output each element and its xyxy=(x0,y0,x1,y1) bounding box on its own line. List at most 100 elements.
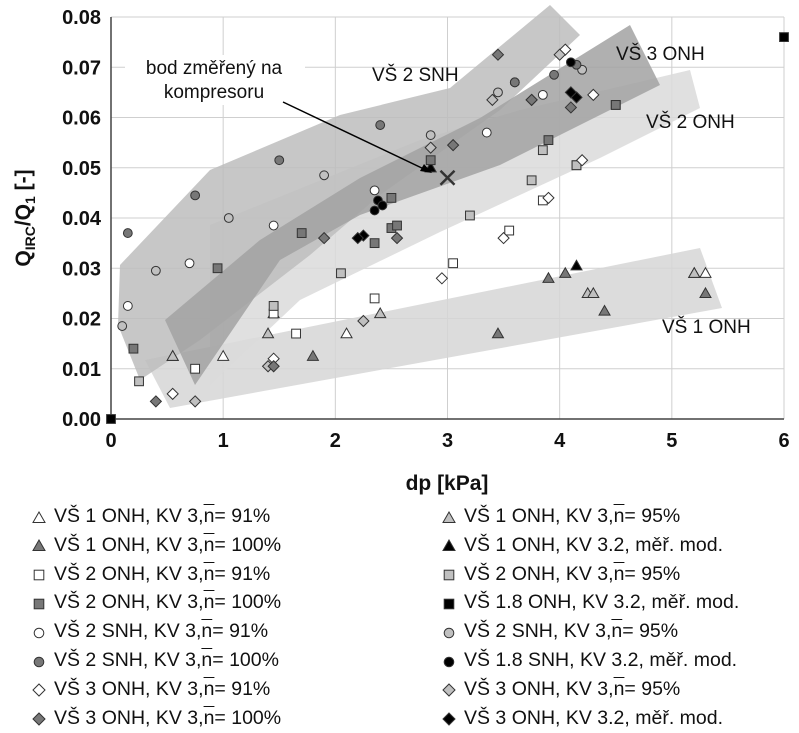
legend-label-nbar: n xyxy=(203,562,215,585)
data-point-series-12 xyxy=(435,272,449,285)
legend-label-prefix: VŠ 1.8 ONH, KV 3.2, měř. mod. xyxy=(464,591,740,614)
legend-item: VŠ 1.8 ONH, KV 3.2, měř. mod. xyxy=(440,588,739,617)
circle-marker-icon xyxy=(33,627,45,638)
data-point-series-6 xyxy=(425,155,436,166)
data-point-series-9 xyxy=(223,213,234,223)
legend-marker xyxy=(32,712,46,726)
legend-label-prefix: VŠ 3 ONH, KV 3.2, měř. mod. xyxy=(464,706,724,729)
data-point-series-10 xyxy=(549,69,559,80)
data-point-series-14 xyxy=(525,93,538,107)
data-point-series-4 xyxy=(369,293,380,304)
legend-label-suffix: = 95% xyxy=(624,562,681,585)
y-tick-label: 0.02 xyxy=(62,309,101,331)
data-point-series-8 xyxy=(184,258,195,269)
square-marker-icon xyxy=(33,569,45,581)
data-point-series-1 xyxy=(687,266,701,278)
data-point-series-4 xyxy=(448,258,459,269)
y-axis-title-sub2: 1 xyxy=(22,196,38,204)
legend-marker xyxy=(32,683,46,698)
data-point-series-2 xyxy=(699,286,712,298)
data-point-series-11 xyxy=(377,200,388,211)
data-point-series-2 xyxy=(491,327,505,339)
band-label-vs1-onh: VŠ 1 ONH xyxy=(662,316,751,338)
legend-item: VŠ 1 ONH, KV 3, n = 91% xyxy=(30,502,270,531)
legend-label-prefix: VŠ 1 ONH, KV 3, xyxy=(54,505,204,527)
data-point-series-5 xyxy=(571,160,582,171)
data-point-series-13 xyxy=(424,141,437,154)
data-point-series-5 xyxy=(268,301,279,311)
band-vs2-onh xyxy=(210,70,700,385)
legend-marker xyxy=(32,539,46,552)
data-point-series-12 xyxy=(575,154,589,167)
y-tick-label: 0.06 xyxy=(62,108,101,130)
annotation-background xyxy=(125,55,305,105)
data-point-series-12 xyxy=(497,231,510,245)
data-point-series-13 xyxy=(486,93,499,107)
y-tick-label: 0.05 xyxy=(62,158,101,180)
data-point-series-14 xyxy=(446,138,460,152)
annotation-line-2: kompresoru xyxy=(164,82,264,103)
annotation-line-1: bod změřený na xyxy=(146,58,283,79)
data-point-series-0 xyxy=(699,266,712,278)
y-tick-label: 0.07 xyxy=(62,57,101,79)
data-point-series-6 xyxy=(296,228,307,238)
legend: VŠ 1 ONH, KV 3, n = 91% VŠ 1 ONH, KV 3, n… xyxy=(0,500,799,731)
legend-item: VŠ 1 ONH, KV 3.2, měř. mod. xyxy=(440,531,723,560)
y-tick-label: 0.08 xyxy=(62,7,101,29)
data-point-series-2 xyxy=(306,349,320,361)
x-tick-label: 4 xyxy=(554,430,566,452)
data-point-series-4 xyxy=(291,328,301,339)
data-points xyxy=(106,32,789,424)
triangle-marker-icon xyxy=(442,539,456,552)
circle-marker-icon xyxy=(443,656,455,667)
data-point-series-2 xyxy=(598,304,611,316)
annotation-arrowhead xyxy=(420,164,432,173)
data-point-series-5 xyxy=(537,145,548,156)
legend-label-prefix: VŠ 2 ONH, KV 3, xyxy=(464,562,614,585)
x-tick-label: 1 xyxy=(218,430,229,452)
data-point-series-1 xyxy=(261,327,275,339)
legend-label-prefix: VŠ 2 SNH, KV 3, xyxy=(464,620,612,643)
data-point-series-4 xyxy=(190,363,201,374)
legend-label-prefix: VŠ 3 ONH, KV 3, xyxy=(54,677,204,700)
y-axis-title-main: Q xyxy=(12,250,35,266)
data-point-series-14 xyxy=(267,360,280,373)
y-axis-title-mid: /Q xyxy=(12,204,35,226)
legend-item: VŠ 2 ONH, KV 3, n = 95% xyxy=(440,560,680,589)
data-point-series-14 xyxy=(564,101,578,114)
diamond-marker-icon xyxy=(32,712,46,726)
legend-label-suffix: = 95% xyxy=(622,620,679,643)
axes xyxy=(110,17,784,420)
data-point-series-5 xyxy=(526,175,537,186)
data-point-series-6 xyxy=(128,343,139,354)
data-point-series-8 xyxy=(122,301,133,311)
legend-item: VŠ 2 SNH, KV 3, n = 100% xyxy=(30,646,279,675)
y-tick-label: 0.01 xyxy=(62,359,101,381)
legend-label-prefix: VŠ 1 ONH, KV 3, xyxy=(54,533,204,556)
legend-label-prefix: VŠ 2 ONH, KV 3, xyxy=(54,562,204,585)
data-point-series-11 xyxy=(565,57,576,68)
triangle-marker-icon xyxy=(442,510,456,523)
diamond-marker-icon xyxy=(32,683,46,698)
data-point-series-2 xyxy=(558,266,572,278)
legend-label-prefix: VŠ 2 SNH, KV 3, xyxy=(54,620,202,643)
data-point-series-14 xyxy=(317,231,331,245)
x-tick-label: 6 xyxy=(778,430,789,452)
y-tick-label: 0.00 xyxy=(62,409,101,431)
data-point-series-13 xyxy=(553,48,566,61)
legend-item: VŠ 2 SNH, KV 3, n = 95% xyxy=(440,617,678,646)
data-point-series-8 xyxy=(268,220,279,231)
measured-point-cross xyxy=(439,169,456,186)
data-point-series-0 xyxy=(340,327,353,339)
data-point-series-13 xyxy=(188,395,202,408)
legend-label-prefix: VŠ 1 ONH, KV 3.2, měř. mod. xyxy=(464,533,724,556)
legend-item: VŠ 1 ONH, KV 3, n = 95% xyxy=(440,502,680,531)
legend-label-nbar: n xyxy=(201,649,213,671)
legend-label-suffix: = 100% xyxy=(214,706,282,729)
band-vs3-onh xyxy=(165,25,660,385)
legend-marker xyxy=(443,598,455,610)
legend-marker xyxy=(33,627,45,638)
data-point-series-7 xyxy=(779,32,789,43)
legend-label-prefix: VŠ 3 ONH, KV 3, xyxy=(464,677,614,700)
legend-item: VŠ 2 SNH, KV 3, n = 91% xyxy=(30,617,268,646)
